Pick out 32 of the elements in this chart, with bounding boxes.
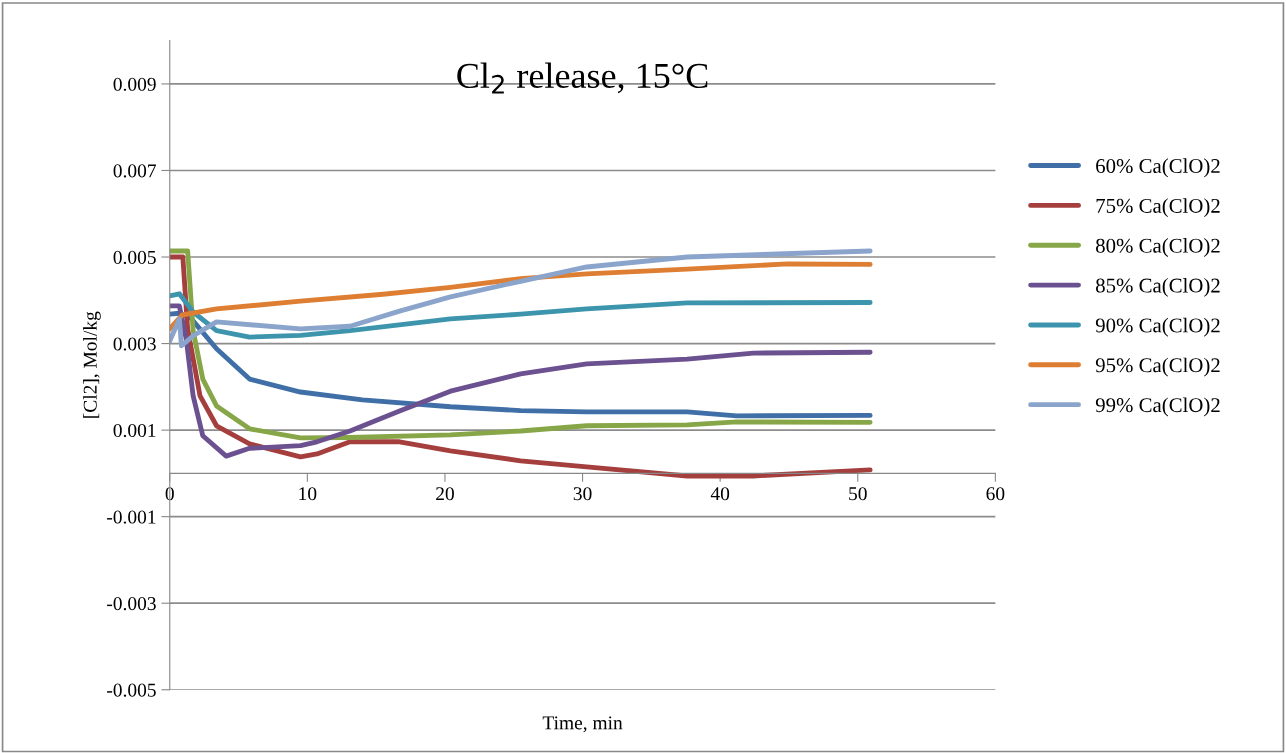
legend-label: 85% Ca(ClO)2 <box>1096 277 1220 297</box>
y-tick-label: 0.003 <box>113 337 156 351</box>
x-axis-title: Time, min <box>542 716 623 733</box>
y-tick-label: -0.005 <box>107 683 156 697</box>
legend-label: 75% Ca(ClO)2 <box>1096 198 1220 218</box>
x-tick-label: 10 <box>299 487 317 501</box>
legend-label: 99% Ca(ClO)2 <box>1095 397 1220 417</box>
y-tick-label: 0.001 <box>113 423 156 438</box>
text: Cl$_{2}$ release, 15°C <box>457 62 708 94</box>
y-tick-label: 0.007 <box>113 164 156 178</box>
legend-label: 90% Ca(ClO)2 <box>1095 317 1220 337</box>
line-series <box>169 261 873 332</box>
y-tick-label: -0.001 <box>107 510 156 524</box>
line-series <box>169 303 873 459</box>
legend-label: 60% Ca(ClO)2 <box>1096 158 1220 178</box>
line-series <box>169 310 873 419</box>
y-tick-label: 0.005 <box>113 250 156 265</box>
legend-label: 95% Ca(ClO)2 <box>1095 357 1220 377</box>
line-series <box>169 291 873 340</box>
y-tick-label: 0.009 <box>113 77 156 91</box>
y-tick-label: -0.003 <box>107 597 156 611</box>
line-series <box>169 254 873 479</box>
x-tick-label: 20 <box>436 487 454 501</box>
x-tick-label: 50 <box>849 487 867 501</box>
x-tick-label: 0 <box>165 487 174 501</box>
legend-label: 80% Ca(ClO)2 <box>1096 238 1220 257</box>
x-tick-label: 40 <box>710 487 730 501</box>
line-series <box>169 248 873 441</box>
line-series <box>169 248 873 349</box>
y-axis-title: [Cl2], Mol/kg <box>83 311 101 418</box>
x-tick-label: 30 <box>573 487 592 501</box>
x-tick-label: 60 <box>986 487 1005 501</box>
